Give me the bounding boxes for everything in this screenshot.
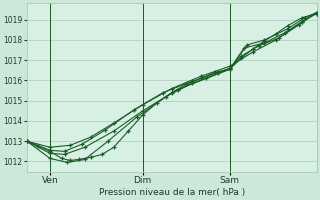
X-axis label: Pression niveau de la mer( hPa ): Pression niveau de la mer( hPa ) [99, 188, 245, 197]
